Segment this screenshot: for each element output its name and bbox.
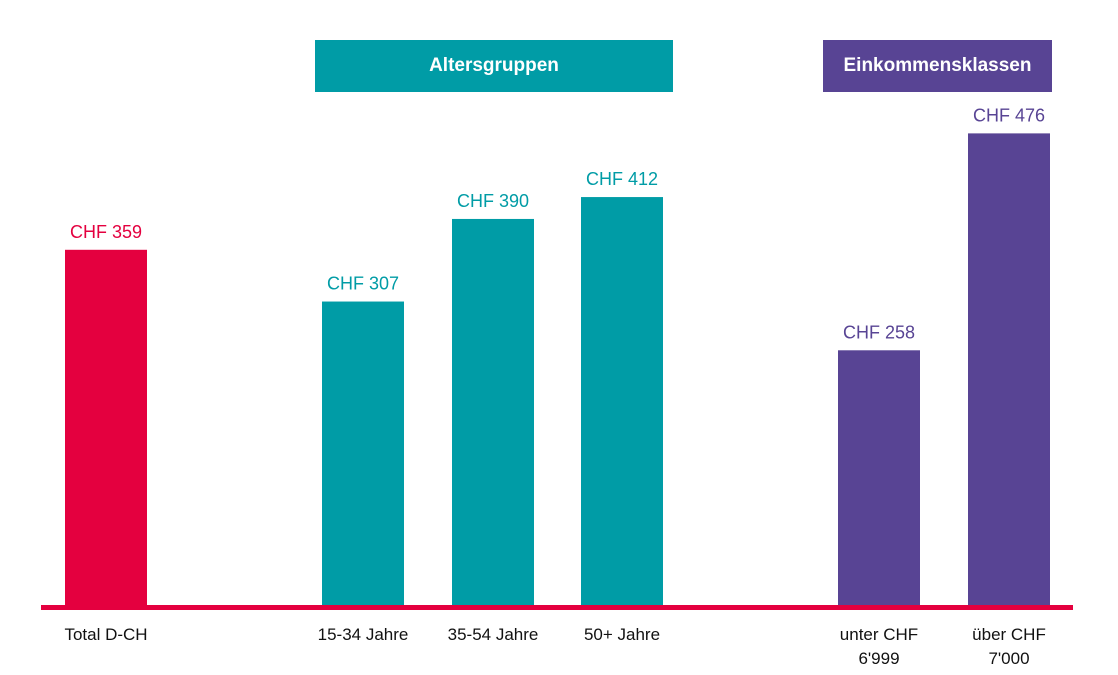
group-header-label: Einkommensklassen (843, 55, 1032, 76)
data-label: CHF 258 (843, 322, 915, 342)
group-header-label: Altersgruppen (429, 55, 559, 76)
group-header-einkommensklassen: Einkommensklassen (823, 40, 1052, 92)
data-label: CHF 359 (70, 222, 142, 242)
bar (452, 218, 534, 607)
data-label: CHF 412 (586, 169, 658, 189)
x-tick-label: 50+ Jahre (584, 625, 660, 644)
bar (838, 350, 920, 607)
group-header-altersgruppen: Altersgruppen (315, 40, 673, 92)
x-tick-label: unter CHF (840, 625, 918, 644)
x-axis-line (41, 605, 1073, 610)
bar (65, 249, 147, 608)
x-tick-label: 7'000 (988, 649, 1029, 668)
x-tick-label: Total D-CH (64, 625, 147, 644)
x-tick-label: 6'999 (858, 649, 899, 668)
bar (968, 133, 1050, 607)
x-tick-label: 35-54 Jahre (448, 625, 539, 644)
bar (581, 197, 663, 607)
data-label: CHF 307 (327, 274, 399, 294)
data-label: CHF 390 (457, 191, 529, 211)
bar (322, 301, 404, 607)
x-tick-label: über CHF (972, 625, 1046, 644)
x-tick-label: 15-34 Jahre (318, 625, 409, 644)
data-label: CHF 476 (973, 105, 1045, 125)
